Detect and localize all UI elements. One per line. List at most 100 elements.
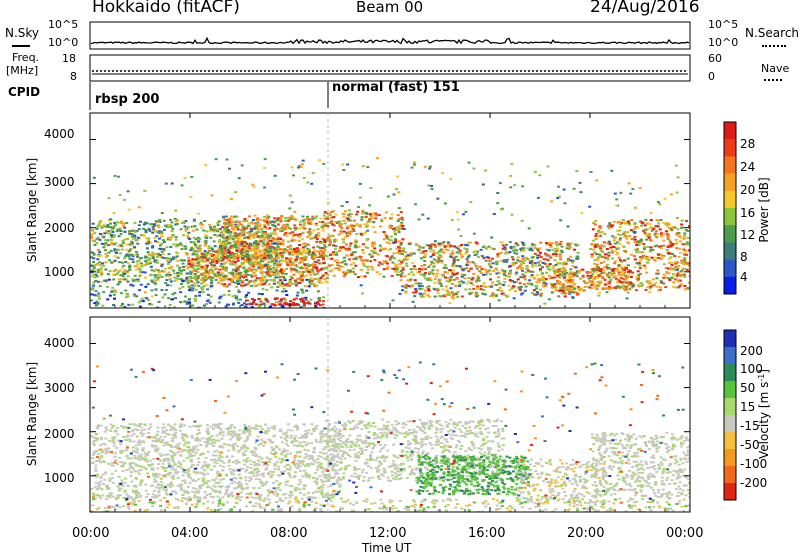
power-echo — [206, 288, 209, 290]
power-echo — [468, 292, 471, 294]
velocity-echo — [235, 477, 238, 479]
power-echo — [270, 256, 273, 258]
power-echo — [511, 280, 514, 282]
power-echo — [521, 270, 524, 272]
power-echo — [385, 255, 388, 257]
power-echo — [668, 252, 671, 254]
power-echo — [326, 225, 329, 227]
power-echo — [247, 268, 250, 270]
power-echo — [441, 274, 444, 276]
power-echo — [164, 268, 167, 270]
power-echo — [461, 276, 464, 278]
power-echo — [145, 231, 148, 233]
power-echo — [637, 285, 640, 287]
power-echo — [405, 263, 408, 265]
power-echo — [250, 230, 253, 232]
power-echo — [270, 233, 273, 235]
power-echo — [559, 262, 562, 264]
power-echo — [273, 279, 276, 281]
power-echo — [300, 289, 303, 291]
power-echo — [321, 282, 324, 284]
power-echo — [161, 264, 164, 266]
power-echo — [462, 213, 465, 215]
power-echo — [344, 236, 347, 238]
power-echo — [223, 247, 226, 249]
power-echo — [591, 287, 594, 289]
power-echo — [284, 232, 287, 234]
power-echo — [322, 251, 325, 253]
power-echo — [481, 284, 484, 286]
velocity-echo — [299, 492, 302, 494]
power-echo — [491, 258, 494, 260]
power-echo — [123, 273, 126, 275]
power-echo — [195, 283, 198, 285]
power-echo — [570, 281, 573, 283]
power-echo — [297, 292, 300, 294]
power-echo — [114, 175, 117, 177]
power-echo — [676, 192, 679, 194]
power-echo — [301, 238, 304, 240]
power-echo — [623, 221, 626, 223]
power-echo — [622, 219, 625, 221]
power-echo — [269, 271, 272, 273]
power-echo — [389, 259, 392, 261]
power-echo — [397, 214, 400, 216]
power-echo — [346, 226, 349, 228]
power-echo — [289, 267, 292, 269]
power-echo — [455, 273, 458, 275]
power-echo — [128, 255, 131, 257]
power-echo — [185, 277, 188, 279]
power-echo — [540, 293, 543, 295]
power-echo — [244, 276, 247, 278]
velocity-echo — [242, 452, 245, 454]
power-echo — [644, 219, 647, 221]
power-echo — [296, 278, 299, 280]
power-echo — [497, 281, 500, 283]
power-echo — [590, 171, 593, 173]
power-echo — [392, 299, 395, 301]
power-echo — [290, 258, 293, 260]
power-echo — [476, 286, 479, 288]
power-echo — [242, 257, 245, 259]
power-echo — [264, 265, 267, 267]
power-echo — [466, 258, 469, 260]
power-echo — [589, 287, 592, 289]
power-echo — [228, 294, 231, 296]
velocity-echo — [221, 469, 224, 471]
power-echo — [133, 246, 136, 248]
power-echo — [248, 215, 251, 217]
power-echo — [513, 184, 516, 186]
power-echo — [141, 298, 144, 300]
power-echo — [221, 272, 224, 274]
power-echo — [171, 183, 174, 185]
power-echo — [596, 264, 599, 266]
power-echo — [651, 257, 654, 259]
velocity-echo — [137, 425, 140, 427]
power-echo — [134, 265, 137, 267]
power-echo — [259, 219, 262, 221]
power-echo — [252, 219, 255, 221]
power-echo — [176, 272, 179, 274]
power-echo — [290, 271, 293, 273]
power-echo — [302, 249, 305, 251]
power-echo — [538, 247, 541, 249]
power-echo — [273, 217, 276, 219]
power-echo — [206, 265, 209, 267]
power-echo — [644, 267, 647, 269]
power-echo — [400, 211, 403, 213]
power-echo — [594, 286, 597, 288]
power-echo — [124, 290, 127, 292]
power-echo — [391, 275, 394, 277]
power-echo — [623, 250, 626, 252]
velocity-echo — [288, 485, 291, 487]
power-echo — [172, 234, 175, 236]
power-echo — [104, 239, 107, 241]
power-echo — [472, 288, 475, 290]
power-echo — [273, 258, 276, 260]
power-echo — [285, 294, 288, 296]
power-echo — [524, 290, 527, 292]
power-echo — [354, 242, 357, 244]
power-echo — [248, 247, 251, 249]
power-echo — [608, 288, 611, 290]
power-echo — [323, 239, 326, 241]
